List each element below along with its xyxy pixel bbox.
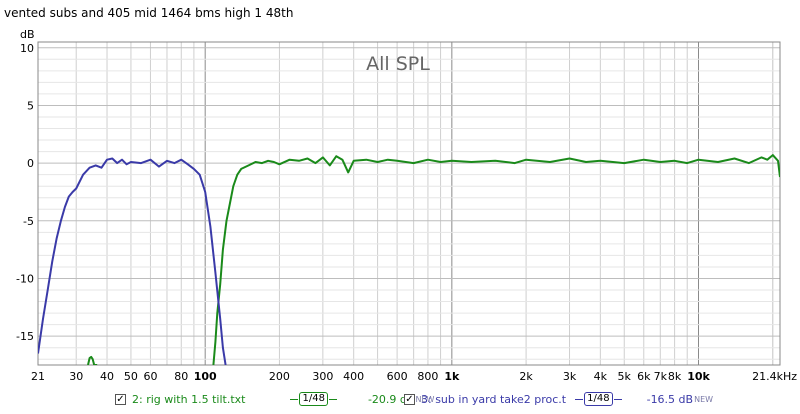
x-tick-label: 40 <box>100 370 114 383</box>
y-tick-label: 10 <box>20 42 34 55</box>
series-3-checkbox[interactable]: ✓ <box>404 393 415 405</box>
series-line-2-seg0 <box>87 355 98 365</box>
series-lines <box>38 154 780 365</box>
x-tick-label: 1k <box>444 370 460 383</box>
series-line-3-seg0 <box>38 157 227 365</box>
series-2-level: -20.9 dB <box>367 392 415 406</box>
x-tick-label: 600 <box>387 370 408 383</box>
series-2-smoothing-button[interactable]: 1/48 <box>289 392 337 406</box>
series-2-smoothing: 1/48 <box>299 392 328 406</box>
series-3-smoothing: 1/48 <box>584 392 613 406</box>
y-tick-label: 0 <box>27 157 34 170</box>
x-tick-label: 400 <box>343 370 364 383</box>
y-tick-label: 5 <box>27 99 34 112</box>
x-tick-label: 80 <box>174 370 188 383</box>
y-tick-labels: 10 5 0 -5 -10 -15 <box>16 42 34 343</box>
x-tick-label: 300 <box>312 370 333 383</box>
y-tick-label: -5 <box>23 215 34 228</box>
series-2-new-badge: NEW <box>415 394 435 404</box>
series-2-checkbox[interactable]: ✓ <box>115 393 126 405</box>
x-tick-label: 21.4kHz <box>752 370 797 383</box>
x-tick-label: 6k <box>637 370 651 383</box>
series-2-label: 2: rig with 1.5 tilt.txt <box>132 392 246 406</box>
window-title: vented subs and 405 mid 1464 bms high 1 … <box>4 6 294 20</box>
grid <box>38 42 780 365</box>
x-tick-label: 5k <box>618 370 632 383</box>
y-axis-label: dB <box>20 28 35 41</box>
series-line-2-seg1 <box>212 154 780 365</box>
x-tick-label: 60 <box>143 370 157 383</box>
legend: ✓ 2: rig with 1.5 tilt.txt 1/48 -20.9 dB… <box>0 390 800 410</box>
y-tick-label: -10 <box>16 272 34 285</box>
x-tick-label: 2k <box>519 370 533 383</box>
series-3-smoothing-button[interactable]: 1/48 <box>574 392 622 406</box>
series-3-new-badge: NEW <box>694 394 714 404</box>
x-tick-labels: 21 30 40 50 60 80 100 200 300 400 600 800 1k 2k 3k 4k 5k… <box>31 370 797 383</box>
x-tick-label: 50 <box>124 370 138 383</box>
y-tick-label: -15 <box>16 330 34 343</box>
x-tick-label: 100 <box>194 370 217 383</box>
legend-item-2: ✓ 2: rig with 1.5 tilt.txt 1/48 -20.9 dB… <box>115 392 434 406</box>
series-3-level: -16.5 dB <box>646 392 694 406</box>
chart-title: All SPL <box>366 53 430 75</box>
x-tick-label: 800 <box>417 370 438 383</box>
plot-frame <box>37 41 781 366</box>
series-3-label: 3: sub in yard take2 proc.t <box>421 392 567 406</box>
x-tick-label: 10k <box>687 370 710 383</box>
x-tick-label: 200 <box>269 370 290 383</box>
x-tick-label: 7k <box>654 370 668 383</box>
legend-item-3: ✓ 3: sub in yard take2 proc.t 1/48 -16.5… <box>404 392 713 406</box>
x-tick-label: 3k <box>563 370 577 383</box>
x-tick-label: 30 <box>69 370 83 383</box>
x-tick-label: 21 <box>31 370 45 383</box>
x-tick-label: 4k <box>594 370 608 383</box>
x-tick-label: 8k <box>668 370 682 383</box>
